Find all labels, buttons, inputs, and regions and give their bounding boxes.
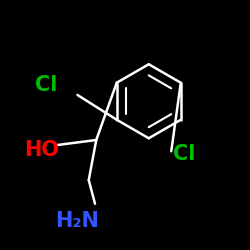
Text: H₂N: H₂N [56, 211, 100, 231]
Text: Cl: Cl [172, 144, 195, 164]
Text: Cl: Cl [35, 75, 58, 95]
Text: HO: HO [24, 140, 59, 160]
